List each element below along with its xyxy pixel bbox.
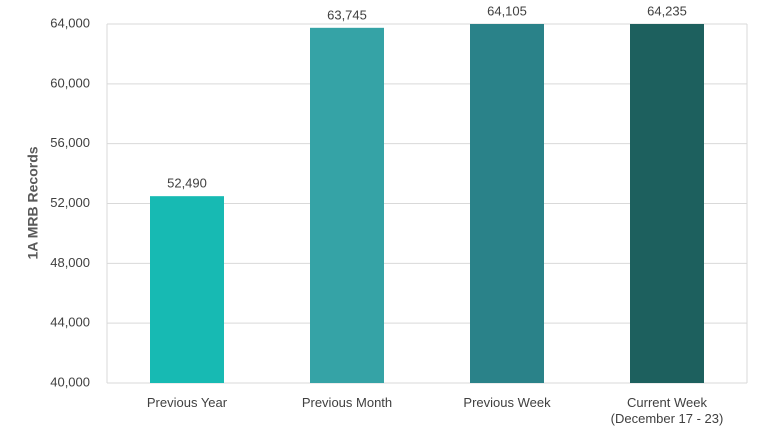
- y-tick-label: 52,000: [50, 195, 90, 210]
- bars: [150, 24, 704, 383]
- x-tick-label: Previous Month: [301, 395, 393, 410]
- y-axis-label: 1A MRB Records: [25, 146, 41, 259]
- data-label: 64,235: [647, 3, 687, 18]
- bar: [310, 27, 384, 383]
- y-tick-label: 60,000: [50, 75, 90, 90]
- x-tick-label: Previous Week: [463, 395, 551, 410]
- data-label: 63,745: [327, 7, 367, 22]
- y-tick-label: 56,000: [50, 135, 90, 150]
- data-label: 52,490: [167, 176, 207, 191]
- bar: [150, 196, 224, 383]
- y-tick-label: 40,000: [50, 374, 90, 389]
- y-tick-label: 48,000: [50, 255, 90, 270]
- bar: [630, 24, 704, 383]
- data-label: 64,105: [487, 3, 527, 18]
- x-tick-label: Previous Year: [146, 395, 228, 410]
- x-tick-label: Current Week (December 17 - 23): [610, 395, 724, 426]
- y-tick-label: 64,000: [50, 15, 90, 30]
- bar: [470, 24, 544, 383]
- y-tick-label: 44,000: [50, 315, 90, 330]
